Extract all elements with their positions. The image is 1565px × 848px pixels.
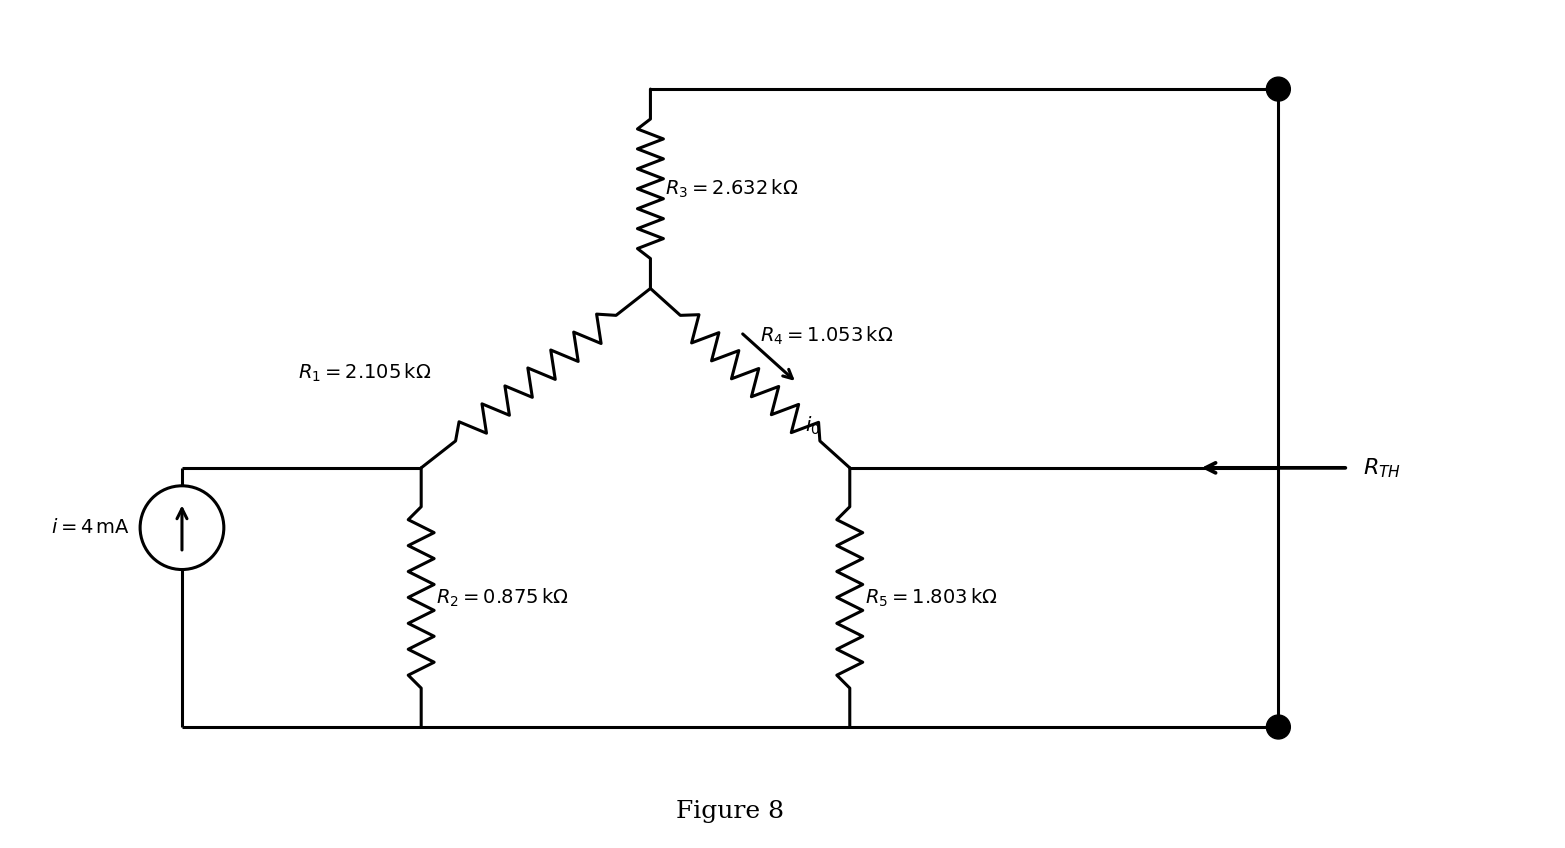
Text: $R_{TH}$: $R_{TH}$: [1363, 456, 1401, 480]
Text: $i = 4\,\mathrm{mA}$: $i = 4\,\mathrm{mA}$: [52, 518, 130, 537]
Circle shape: [1266, 715, 1290, 739]
Circle shape: [1266, 77, 1290, 101]
Text: $R_5 = 1.803\,\mathrm{k\Omega}$: $R_5 = 1.803\,\mathrm{k\Omega}$: [865, 586, 997, 609]
Text: $R_1 = 2.105\,\mathrm{k\Omega}$: $R_1 = 2.105\,\mathrm{k\Omega}$: [297, 362, 430, 384]
Text: $R_2 = 0.875\,\mathrm{k\Omega}$: $R_2 = 0.875\,\mathrm{k\Omega}$: [437, 586, 568, 609]
Text: $i_0$: $i_0$: [804, 415, 820, 437]
Text: $R_3 = 2.632\,\mathrm{k\Omega}$: $R_3 = 2.632\,\mathrm{k\Omega}$: [665, 177, 798, 200]
Text: $R_4 = 1.053\,\mathrm{k\Omega}$: $R_4 = 1.053\,\mathrm{k\Omega}$: [761, 325, 894, 348]
Text: Figure 8: Figure 8: [676, 801, 784, 823]
